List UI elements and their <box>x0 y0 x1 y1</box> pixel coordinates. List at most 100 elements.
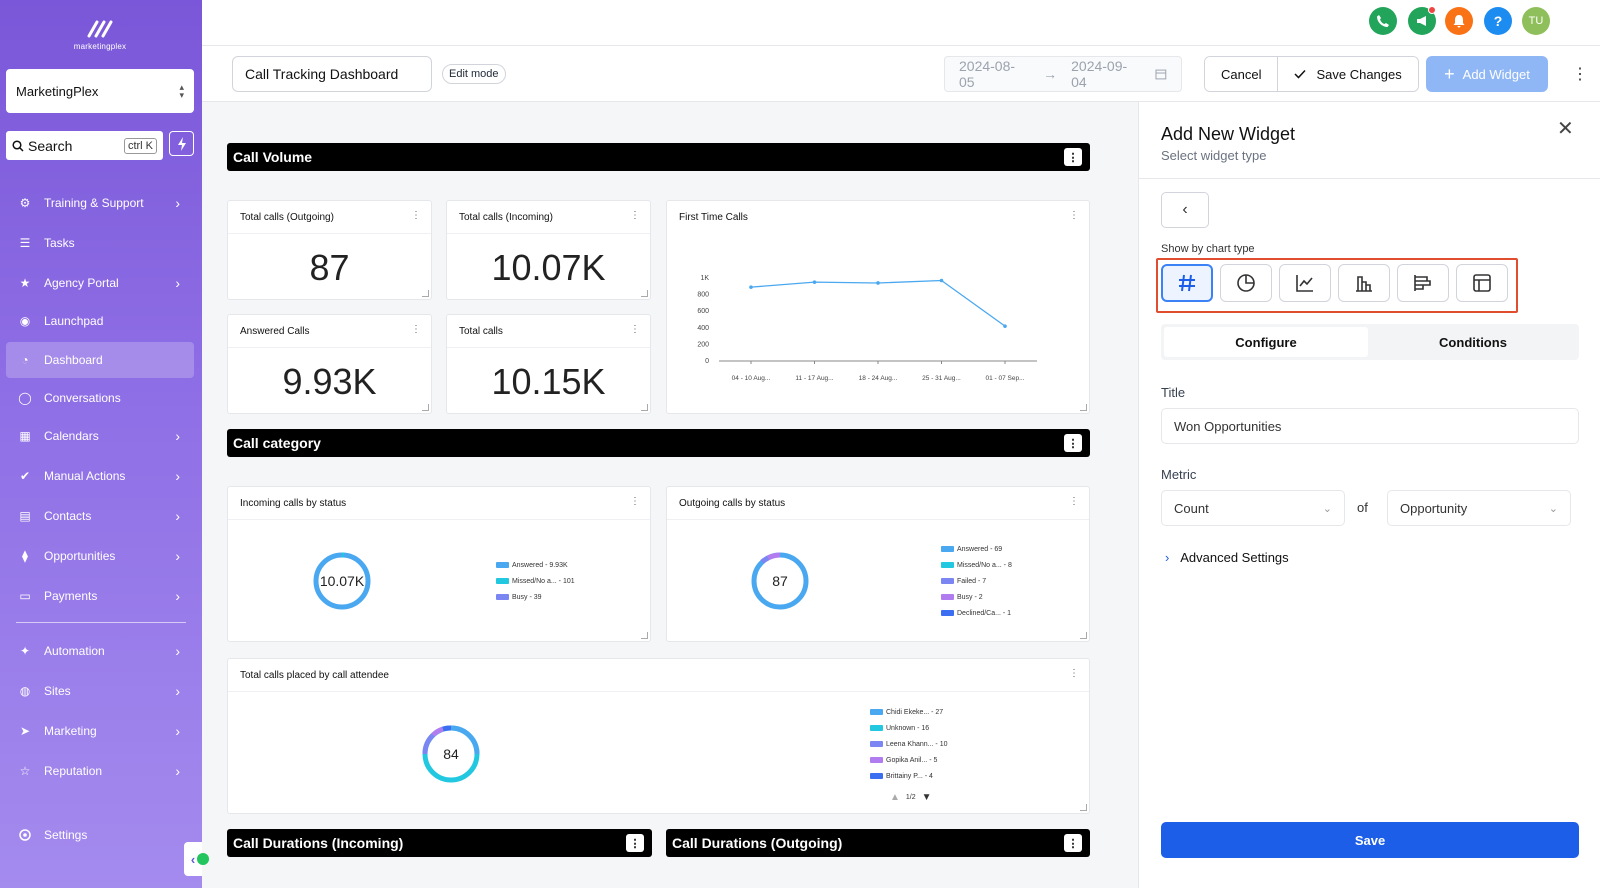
attendee-card[interactable]: Total calls placed by call attendee ⋮ 84… <box>227 658 1090 814</box>
legend-item[interactable]: Leena Khann... - 10 <box>870 736 948 752</box>
chart-type-line[interactable] <box>1279 264 1331 302</box>
object-select[interactable]: Opportunity ⌄ <box>1387 490 1571 526</box>
chart-type-number[interactable] <box>1161 264 1213 302</box>
cancel-button[interactable]: Cancel <box>1205 57 1278 91</box>
resize-handle[interactable] <box>422 404 429 411</box>
outgoing-status-card[interactable]: Outgoing calls by status ⋮ 87 Answered -… <box>666 486 1090 642</box>
quick-action-button[interactable] <box>169 131 194 156</box>
brand-logo[interactable]: marketingplex <box>70 18 130 51</box>
legend-item[interactable]: Missed/No a... - 8 <box>941 557 1012 573</box>
resize-handle[interactable] <box>641 632 648 639</box>
legend-item[interactable]: Missed/No a... - 101 <box>496 573 575 589</box>
stat-card-incoming[interactable]: Total calls (Incoming) ⋮ 10.07K <box>446 200 651 300</box>
account-switcher[interactable]: MarketingPlex ▴ ▾ <box>6 69 194 113</box>
card-menu-icon[interactable]: ⋮ <box>411 210 421 221</box>
resize-handle[interactable] <box>1080 404 1087 411</box>
section-menu-icon[interactable]: ⋮ <box>626 834 644 852</box>
sidebar-item-payments[interactable]: ▭ Payments › <box>6 578 194 614</box>
section-menu-icon[interactable]: ⋮ <box>1064 434 1082 452</box>
card-menu-icon[interactable]: ⋮ <box>630 210 640 221</box>
metric-select[interactable]: Count ⌄ <box>1161 490 1345 526</box>
user-avatar[interactable]: TU <box>1522 7 1550 35</box>
dashboard-name-input[interactable]: Call Tracking Dashboard <box>232 56 432 92</box>
resize-handle[interactable] <box>641 290 648 297</box>
phone-icon[interactable] <box>1369 7 1397 35</box>
help-icon[interactable]: ? <box>1484 7 1512 35</box>
bell-icon[interactable] <box>1445 7 1473 35</box>
line-chart-card[interactable]: First Time Calls ⋮ 0 200 400 600 800 1K 04 - 1… <box>666 200 1090 414</box>
pager-down-icon[interactable]: ▼ <box>921 792 932 803</box>
resize-handle[interactable] <box>422 290 429 297</box>
sidebar-item-sites[interactable]: ◍ Sites › <box>6 673 194 709</box>
sidebar-item-training-support[interactable]: ⚙ Training & Support › <box>6 185 194 221</box>
sidebar-item-label: Agency Portal <box>44 276 119 290</box>
card-menu-icon[interactable]: ⋮ <box>630 324 640 335</box>
sidebar-item-conversations[interactable]: ◯ Conversations <box>6 380 194 416</box>
legend-item[interactable]: Answered - 69 <box>941 541 1012 557</box>
chart-type-pie[interactable] <box>1220 264 1272 302</box>
sidebar-item-contacts[interactable]: ▤ Contacts › <box>6 498 194 534</box>
chevron-right-icon: › <box>175 643 180 659</box>
legend-item[interactable]: Unknown - 16 <box>870 720 948 736</box>
chart-type-table[interactable] <box>1456 264 1508 302</box>
add-widget-button[interactable]: + Add Widget <box>1426 56 1548 92</box>
card-menu-icon[interactable]: ⋮ <box>1069 210 1079 221</box>
tab-configure[interactable]: Configure <box>1164 327 1368 357</box>
sidebar-item-reputation[interactable]: ☆ Reputation › <box>6 753 194 789</box>
more-options-icon[interactable]: ⋮ <box>1572 66 1588 83</box>
back-button[interactable]: ‹ <box>1161 192 1209 228</box>
stat-card-answered[interactable]: Answered Calls ⋮ 9.93K <box>227 314 432 414</box>
sidebar-item-settings[interactable]: Settings <box>6 817 194 853</box>
sidebar-item-agency-portal[interactable]: ★ Agency Portal › <box>6 265 194 301</box>
sidebar-item-launchpad[interactable]: ◉ Launchpad <box>6 303 194 339</box>
top-bar: ? TU <box>202 0 1600 46</box>
resize-handle[interactable] <box>1080 804 1087 811</box>
widget-title-input[interactable]: Won Opportunities <box>1161 408 1579 444</box>
card-menu-icon[interactable]: ⋮ <box>1069 496 1079 507</box>
stat-card-total[interactable]: Total calls ⋮ 10.15K <box>446 314 651 414</box>
close-icon[interactable]: ✕ <box>1557 118 1574 140</box>
chevron-down-icon: ⌄ <box>1322 502 1332 515</box>
section-title: Call Durations (Outgoing) <box>672 835 843 851</box>
legend-item[interactable]: Declined/Ca... - 1 <box>941 605 1012 621</box>
chevron-right-icon: › <box>175 195 180 211</box>
advanced-settings-toggle[interactable]: › Advanced Settings <box>1165 550 1289 565</box>
section-call-category[interactable]: Call category ⋮ <box>227 429 1090 457</box>
chart-type-bar[interactable] <box>1338 264 1390 302</box>
sidebar-item-manual-actions[interactable]: ✔ Manual Actions › <box>6 458 194 494</box>
sidebar-item-calendars[interactable]: ▦ Calendars › <box>6 418 194 454</box>
search-input[interactable]: Search ctrl K <box>6 131 163 160</box>
sidebar-item-opportunities[interactable]: ⧫ Opportunities › <box>6 538 194 574</box>
incoming-status-card[interactable]: Incoming calls by status ⋮ 10.07K Answer… <box>227 486 651 642</box>
tab-conditions[interactable]: Conditions <box>1439 334 1507 350</box>
resize-handle[interactable] <box>1080 632 1087 639</box>
section-menu-icon[interactable]: ⋮ <box>1064 148 1082 166</box>
collapse-sidebar-button[interactable]: ‹ <box>184 842 202 876</box>
legend-item[interactable]: Busy - 39 <box>496 589 575 605</box>
legend-item[interactable]: Gopika Anil... - 5 <box>870 752 948 768</box>
date-range-picker[interactable]: 2024-08-05 → 2024-09-04 <box>944 56 1182 92</box>
section-durations-incoming[interactable]: Call Durations (Incoming) ⋮ <box>227 829 652 857</box>
sidebar-item-tasks[interactable]: ☰ Tasks <box>6 225 194 261</box>
sidebar-item-marketing[interactable]: ➤ Marketing › <box>6 713 194 749</box>
legend-item[interactable]: Chidi Ekeke... - 27 <box>870 704 948 720</box>
sidebar-item-automation[interactable]: ✦ Automation › <box>6 633 194 669</box>
legend-item[interactable]: Busy - 2 <box>941 589 1012 605</box>
section-menu-icon[interactable]: ⋮ <box>1064 834 1082 852</box>
sidebar-item-label: Automation <box>44 644 105 658</box>
resize-handle[interactable] <box>641 404 648 411</box>
sidebar-item-dashboard[interactable]: ◔ Dashboard <box>6 342 194 378</box>
section-durations-outgoing[interactable]: Call Durations (Outgoing) ⋮ <box>666 829 1090 857</box>
stat-card-outgoing[interactable]: Total calls (Outgoing) ⋮ 87 <box>227 200 432 300</box>
legend-item[interactable]: Answered - 9.93K <box>496 557 575 573</box>
legend-item[interactable]: Failed - 7 <box>941 573 1012 589</box>
save-button[interactable]: Save <box>1161 822 1579 858</box>
legend-item[interactable]: Brittainy P... - 4 <box>870 768 948 784</box>
card-menu-icon[interactable]: ⋮ <box>411 324 421 335</box>
chart-type-horizontal-bar[interactable] <box>1397 264 1449 302</box>
pager-up-icon[interactable]: ▲ <box>890 792 900 803</box>
section-call-volume[interactable]: Call Volume ⋮ <box>227 143 1090 171</box>
card-menu-icon[interactable]: ⋮ <box>1069 668 1079 679</box>
save-changes-button[interactable]: Save Changes <box>1277 57 1418 91</box>
card-menu-icon[interactable]: ⋮ <box>630 496 640 507</box>
